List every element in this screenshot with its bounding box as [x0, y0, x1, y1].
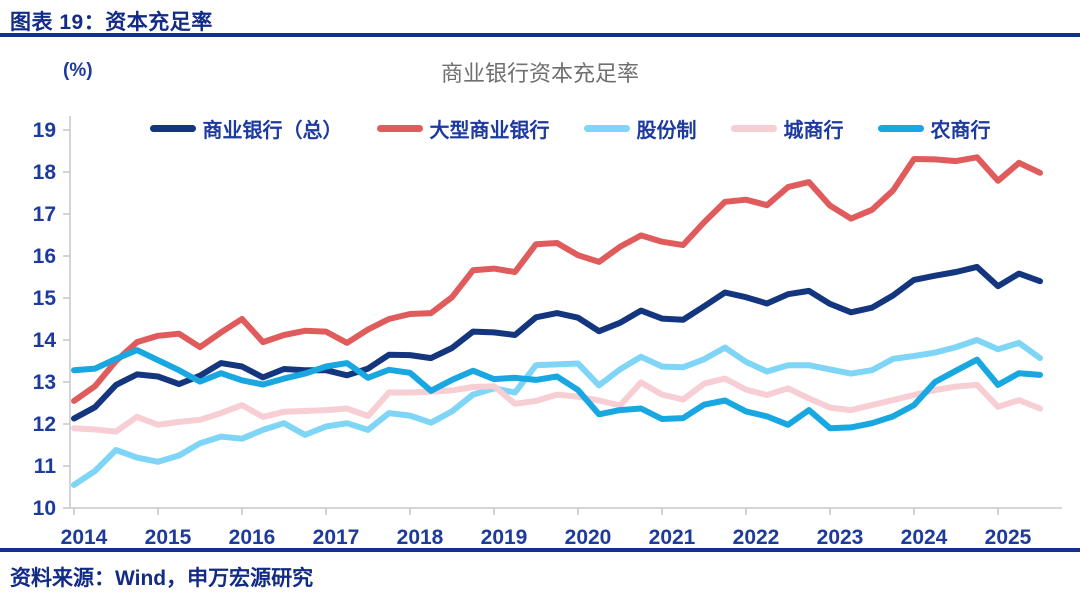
- footer-rule: [0, 548, 1080, 552]
- legend-item: 大型商业银行: [376, 114, 550, 143]
- legend-item: 城商行: [730, 114, 844, 143]
- series-line-商业银行（总）: [71, 263, 1043, 422]
- x-tick-label: 2025: [985, 526, 1032, 549]
- x-tick-label: 2024: [901, 526, 948, 549]
- series-line-大型商业银行: [71, 154, 1043, 404]
- legend-label: 股份制: [636, 119, 697, 142]
- chart-legend: 商业银行（总） 大型商业银行 股份制 城商行 农商行: [70, 114, 1070, 142]
- x-tick-label: 2022: [733, 526, 780, 549]
- series-line-股份制: [71, 337, 1043, 488]
- legend-swatch: [730, 124, 777, 132]
- y-axis-unit-label: (%): [63, 60, 93, 81]
- legend-label: 城商行: [783, 119, 844, 142]
- y-tick-label: 16: [33, 245, 56, 268]
- y-tick-label: 12: [33, 413, 56, 436]
- series-line-农商行: [71, 347, 1043, 432]
- x-tick-label: 2017: [313, 526, 360, 549]
- y-tick-label: 15: [33, 287, 57, 310]
- x-tick-label: 2015: [145, 526, 192, 549]
- legend-label: 商业银行（总）: [202, 119, 343, 142]
- legend-label: 大型商业银行: [429, 119, 550, 142]
- chart-title: 商业银行资本充足率: [440, 61, 639, 86]
- legend-swatch: [376, 124, 423, 132]
- x-tick-label: 2023: [817, 526, 864, 549]
- legend-item: 商业银行（总）: [149, 114, 343, 143]
- y-tick-label: 10: [33, 497, 56, 520]
- source-note: 资料来源：Wind，申万宏源研究: [10, 567, 314, 590]
- figure-header-title: 图表 19：资本充足率: [10, 11, 213, 34]
- y-tick-label: 17: [33, 203, 56, 226]
- y-tick-label: 18: [33, 161, 57, 184]
- x-tick-label: 2016: [229, 526, 276, 549]
- y-tick-label: 19: [33, 119, 56, 142]
- x-tick-label: 2021: [649, 526, 696, 549]
- y-tick-label: 14: [33, 329, 57, 352]
- legend-swatch: [149, 124, 196, 132]
- legend-item: 股份制: [583, 114, 697, 143]
- header-rule: [0, 33, 1080, 37]
- legend-swatch: [877, 124, 924, 132]
- y-tick-label: 13: [33, 371, 56, 394]
- x-tick-label: 2018: [397, 526, 444, 549]
- y-tick-label: 11: [34, 455, 57, 478]
- legend-item: 农商行: [877, 114, 991, 143]
- legend-swatch: [583, 124, 630, 132]
- series-line-城商行: [71, 375, 1043, 435]
- x-tick-label: 2019: [481, 526, 528, 549]
- x-tick-label: 2014: [61, 526, 108, 549]
- legend-label: 农商行: [930, 119, 991, 142]
- x-tick-label: 2020: [565, 526, 612, 549]
